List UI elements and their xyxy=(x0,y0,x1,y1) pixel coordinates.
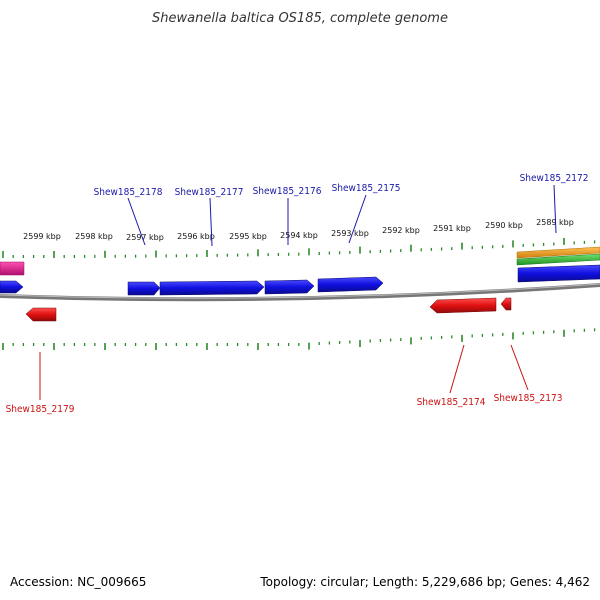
gene-forward-shew185-2176 xyxy=(264,279,315,295)
map-title: Shewanella baltica OS185, complete genom… xyxy=(152,11,448,26)
gene-label-shew185-2175: Shew185_2175 xyxy=(332,183,401,194)
scale-label: 2589 kbp xyxy=(536,218,574,227)
feature-orange-track xyxy=(516,246,600,259)
gene-forward-shew185-2177 xyxy=(159,280,265,296)
scale-label: 2593 kbp xyxy=(331,229,369,238)
scale-label: 2599 kbp xyxy=(23,232,61,241)
scale-label: 2595 kbp xyxy=(229,232,267,241)
gene-label-shew185-2179: Shew185_2179 xyxy=(6,404,75,415)
scale-ticks-outer xyxy=(2,237,596,258)
scale-label: 2592 kbp xyxy=(382,226,420,235)
gene-label-shew185-2178: Shew185_2178 xyxy=(94,187,163,198)
gene-label-shew185-2176: Shew185_2176 xyxy=(253,186,322,197)
scale-ticks-inner xyxy=(2,328,596,350)
gene-reverse-shew185-2179 xyxy=(25,307,57,322)
gene-reverse-shew185-2173 xyxy=(500,297,512,311)
gene-label-shew185-2174: Shew185_2174 xyxy=(417,397,486,408)
feature-pink-track xyxy=(0,261,25,276)
gene-forward-shew185-2178 xyxy=(127,281,161,296)
gene-label-shew185-2172: Shew185_2172 xyxy=(520,173,589,184)
forward-leader-lines xyxy=(127,184,557,247)
accession-text: Accession: NC_009665 xyxy=(10,575,146,589)
scale-label: 2591 kbp xyxy=(433,224,471,233)
gene-forward-shew185-2172 xyxy=(517,264,600,283)
gene-reverse-shew185-2174 xyxy=(429,297,497,314)
scale-label: 2598 kbp xyxy=(75,232,113,241)
gene-label-shew185-2177: Shew185_2177 xyxy=(175,187,244,198)
scale-label: 2590 kbp xyxy=(485,221,523,230)
reverse-leader-lines xyxy=(39,344,529,400)
scale-label: 2596 kbp xyxy=(177,232,215,241)
gene-label-shew185-2173: Shew185_2173 xyxy=(494,393,563,404)
gene-forward-arrow xyxy=(0,280,24,294)
gene-forward-shew185-2175 xyxy=(317,276,384,293)
scale-label: 2597 kbp xyxy=(126,233,164,242)
scale-label: 2594 kbp xyxy=(280,231,318,240)
genome-summary-text: Topology: circular; Length: 5,229,686 bp… xyxy=(259,575,590,589)
feature-green-track xyxy=(516,253,600,266)
genome-backbone xyxy=(0,283,600,302)
